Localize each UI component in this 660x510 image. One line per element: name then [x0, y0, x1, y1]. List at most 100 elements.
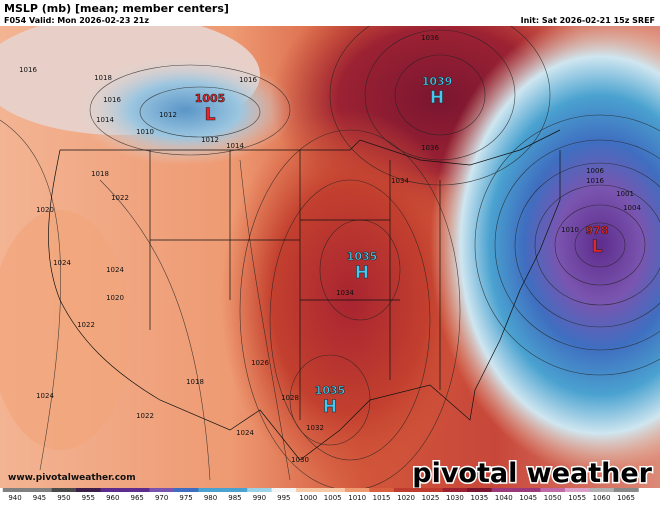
- colorbar-label: 1045: [519, 494, 537, 502]
- colorbar-label: 960: [106, 494, 119, 502]
- isobar-label: 1012: [201, 136, 219, 144]
- colorbar-swatch: [124, 488, 150, 492]
- colorbar-label: 1040: [495, 494, 513, 502]
- isobar-label: 1036: [421, 34, 439, 42]
- isobar-label: 1004: [623, 204, 641, 212]
- colorbar-swatch: [247, 488, 273, 492]
- low-shading: [75, 55, 295, 165]
- center-letter: H: [430, 88, 444, 108]
- colorbar-swatch: [296, 488, 321, 492]
- center-value: 978: [586, 224, 609, 237]
- colorbar-swatch: [564, 488, 590, 492]
- colorbar-swatch: [320, 488, 346, 492]
- colorbar-label: 1035: [470, 494, 488, 502]
- valid-time: F054 Valid: Mon 2026-02-23 21z: [4, 16, 149, 25]
- colorbar-label: 1010: [348, 494, 366, 502]
- colorbar-label: 1030: [446, 494, 464, 502]
- colorbar-label: 1060: [593, 494, 611, 502]
- colorbar-label: 970: [155, 494, 168, 502]
- isobar-label: 1030: [291, 456, 309, 464]
- isobar-label: 1024: [36, 392, 54, 400]
- colorbar-label: 1015: [373, 494, 391, 502]
- colorbar-swatch: [27, 488, 53, 492]
- isobar-label: 1022: [111, 194, 129, 202]
- colorbar-swatch: [76, 488, 102, 492]
- colorbar-swatch: [467, 488, 493, 492]
- colorbar-swatch: [271, 488, 297, 492]
- colorbar-swatch: [491, 488, 517, 492]
- init-time: Init: Sat 2026-02-21 15z SREF: [521, 16, 655, 25]
- colorbar-label: 990: [253, 494, 266, 502]
- isobar-label: 1032: [306, 424, 324, 432]
- isobar-label: 1016: [19, 66, 37, 74]
- colorbar-swatch: [516, 488, 541, 492]
- colorbar-swatch: [540, 488, 566, 492]
- center-letter: L: [592, 237, 603, 257]
- isobar-label: 1024: [106, 266, 124, 274]
- isobar-label: 1018: [91, 170, 109, 178]
- isobar-label: 1022: [136, 412, 154, 420]
- isobar-label: 1028: [281, 394, 299, 402]
- colorbar-swatch: [198, 488, 224, 492]
- colorbar-swatch: [2, 488, 28, 492]
- colorbar-label: 985: [228, 494, 241, 502]
- colorbar-swatch: [418, 488, 444, 492]
- colorbar-swatch: [344, 488, 370, 492]
- header-bg: [0, 0, 660, 26]
- center-letter: L: [205, 105, 216, 125]
- center-value: 1035: [315, 384, 346, 397]
- center-letter: H: [355, 263, 369, 283]
- colorbar-label: 1055: [568, 494, 586, 502]
- isobar-label: 1034: [391, 177, 409, 185]
- isobar-label: 1010: [561, 226, 579, 234]
- colorbar: 940 945 950 955 960 965 970 975 980 985 990 995 1000…: [2, 488, 639, 502]
- colorbar-label: 1020: [397, 494, 415, 502]
- logo: pivotal weather: [412, 458, 652, 489]
- isobar-label: 1020: [106, 294, 124, 302]
- isobar-label: 1006: [586, 167, 604, 175]
- isobar-label: 1016: [103, 96, 121, 104]
- isobar-label: 1016: [586, 177, 604, 185]
- center-letter: H: [323, 397, 337, 417]
- colorbar-label: 1025: [422, 494, 440, 502]
- colorbar-swatch: [51, 488, 77, 492]
- isobar-label: 1012: [159, 111, 177, 119]
- center-value: 1035: [347, 250, 378, 263]
- colorbar-label: 1065: [617, 494, 635, 502]
- colorbar-swatch: [222, 488, 248, 492]
- borders: [48, 129, 561, 461]
- colorbar-swatch: [589, 488, 615, 492]
- isobar-label: 1026: [251, 359, 269, 367]
- colorbar-label: 940: [8, 494, 21, 502]
- isobar-label: 1014: [96, 116, 114, 124]
- colorbar-swatch: [442, 488, 468, 492]
- isobar-labels: 1016 1018 1016 1014 1012 1010 1012 1014 1016 1018…: [19, 34, 641, 464]
- isobar-label: 1024: [236, 429, 254, 437]
- colorbar-label: 1000: [299, 494, 317, 502]
- colorbar-swatch: [613, 488, 639, 492]
- isobar-label: 1014: [226, 142, 244, 150]
- colorbar-swatch: [149, 488, 175, 492]
- isobar-label: 1034: [336, 289, 354, 297]
- isobar-label: 1024: [53, 259, 71, 267]
- isobar-label: 1010: [136, 128, 154, 136]
- isobar-label: 1036: [421, 144, 439, 152]
- colorbar-label: 975: [179, 494, 192, 502]
- colorbar-label: 1005: [324, 494, 342, 502]
- isobar-label: 1001: [616, 190, 634, 198]
- low-shading: [430, 15, 660, 475]
- isobar-label: 1022: [77, 321, 95, 329]
- colorbar-label: 945: [33, 494, 46, 502]
- isobar-label: 1018: [186, 378, 204, 386]
- colorbar-bg: [0, 488, 660, 510]
- colorbar-swatch: [100, 488, 126, 492]
- ocean-shading: [0, 210, 130, 450]
- colorbar-swatch: [173, 488, 199, 492]
- title: MSLP (mb) [mean; member centers]: [4, 2, 229, 15]
- colorbar-label: 950: [57, 494, 70, 502]
- colorbar-swatch: [369, 488, 395, 492]
- colorbar-label: 1050: [544, 494, 562, 502]
